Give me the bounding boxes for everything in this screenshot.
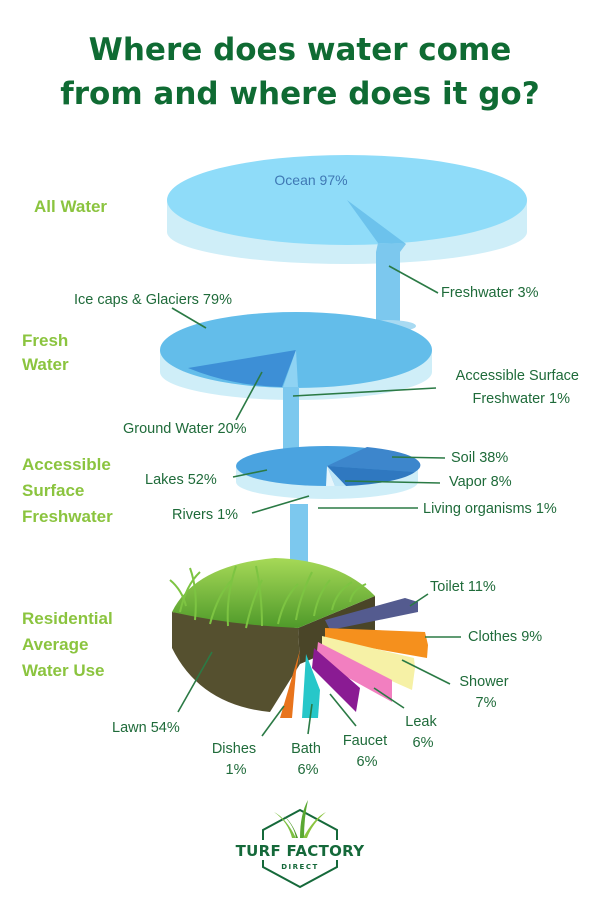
groundwater-slice xyxy=(188,350,296,387)
fresh-water-disc xyxy=(160,312,432,400)
section-residential-water-use: Residential Average Water Use xyxy=(22,609,117,680)
rivers-leader xyxy=(251,495,310,514)
water-stream-2 xyxy=(283,387,299,465)
shower-slice xyxy=(322,636,415,690)
accessible-surface-disc xyxy=(236,446,421,499)
grass-blades xyxy=(169,565,367,629)
soil-slice xyxy=(327,447,421,472)
freshwater-slice xyxy=(347,200,406,244)
dishes-label: Dishes 1% xyxy=(212,741,260,778)
rivers-label: Rivers 1% xyxy=(172,507,238,523)
groundwater-leader xyxy=(235,371,263,421)
bath-leader xyxy=(307,703,313,735)
freshwater-leader xyxy=(388,265,439,294)
all-water-disc xyxy=(167,155,527,264)
accessible-surface-label: Accessible Surface Freshwater 1% xyxy=(456,368,583,407)
accessible-surface-leader xyxy=(292,387,437,397)
groundwater-label: Ground Water 20% xyxy=(123,421,247,437)
freshwater-label: Freshwater 3% xyxy=(441,285,539,301)
faucet-leader xyxy=(329,693,357,727)
faucet-label: Faucet 6% xyxy=(343,733,391,770)
section-fresh-water: Fresh Water xyxy=(22,331,73,374)
leader-lines xyxy=(171,265,461,737)
toilet-slice xyxy=(325,598,418,630)
leak-label: Leak 6% xyxy=(405,714,440,751)
accessible-surface-slice xyxy=(283,350,298,387)
bath-label: Bath 6% xyxy=(291,741,325,778)
section-all-water: All Water xyxy=(34,197,107,216)
title-line-2: from and where does it go? xyxy=(60,76,539,112)
brand-sub: DIRECT xyxy=(281,863,319,871)
ocean-label: Ocean 97% xyxy=(274,172,347,188)
toilet-leader xyxy=(409,593,429,607)
rivers-slice xyxy=(327,466,346,486)
toilet-label: Toilet 11% xyxy=(430,579,496,595)
soil-label: Soil 38% xyxy=(451,450,508,466)
vapor-leader xyxy=(344,480,441,484)
icecaps-label: Ice caps & Glaciers 79% xyxy=(74,292,232,308)
living-organisms-slice xyxy=(326,466,335,486)
shower-leader xyxy=(401,659,451,685)
lawn-leader xyxy=(177,651,213,713)
dishes-slice xyxy=(280,650,300,718)
lakes-label: Lakes 52% xyxy=(145,472,217,488)
turf-factory-logo: TURF FACTORY DIRECT xyxy=(230,800,370,889)
lawn-label: Lawn 54% xyxy=(112,720,180,736)
logo-hexagon xyxy=(262,808,338,889)
leak-leader xyxy=(373,687,405,709)
title-line-1: Where does water come xyxy=(89,32,512,68)
lawn-soil xyxy=(172,612,300,712)
lawn-grass xyxy=(172,558,375,628)
bath-slice xyxy=(302,654,320,718)
dishes-leader xyxy=(261,705,285,737)
logo-grass-icon xyxy=(274,800,326,838)
residential-pie xyxy=(169,558,428,718)
soil-leader xyxy=(391,456,446,459)
shower-label: Shower 7% xyxy=(459,674,512,711)
logo-text-backdrop xyxy=(230,840,370,860)
faucet-slice xyxy=(312,648,360,712)
clothes-slice xyxy=(325,628,428,658)
brand-name: TURF FACTORY xyxy=(236,842,366,860)
water-stream-1 xyxy=(376,243,406,326)
leak-slice xyxy=(316,642,392,702)
lakes-leader xyxy=(232,469,268,478)
section-accessible-surface-freshwater: Accessible Surface Freshwater xyxy=(22,455,116,526)
icecaps-leader xyxy=(171,307,207,329)
clothes-label: Clothes 9% xyxy=(468,629,542,645)
vapor-label: Vapor 8% xyxy=(449,474,512,490)
living-organisms-label: Living organisms 1% xyxy=(423,501,557,517)
